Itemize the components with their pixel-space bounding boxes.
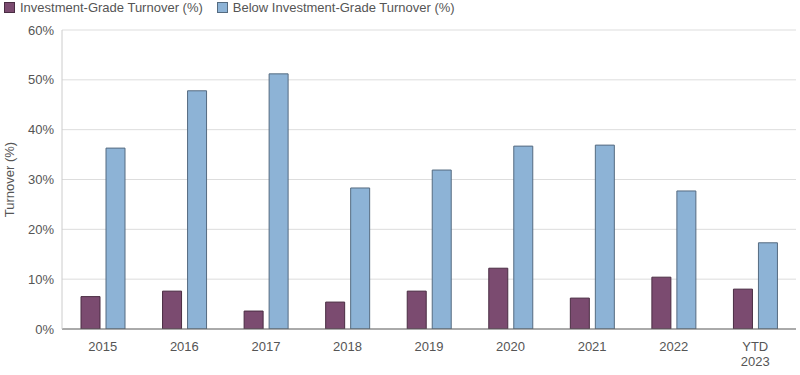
svg-text:50%: 50%	[28, 72, 54, 87]
html-text:Investment-Grade Turnover (%): Investment-Grade Turnover (%)	[20, 0, 203, 15]
svg-text:0%: 0%	[35, 322, 54, 337]
svg-text:2015: 2015	[88, 339, 117, 354]
svg-text:2022: 2022	[659, 339, 688, 354]
svg-text:Turnover (%): Turnover (%)	[8, 142, 17, 217]
svg-text:2020: 2020	[496, 339, 525, 354]
svg-text:30%: 30%	[28, 172, 54, 187]
html-text:Below Investment-Grade Turnove: Below Investment-Grade Turnover (%)	[232, 0, 455, 15]
svg-text:YTD2023: YTD2023	[741, 339, 770, 369]
svg-text:40%: 40%	[28, 122, 54, 137]
svg-text:60%: 60%	[28, 23, 54, 38]
svg-text:2016: 2016	[170, 339, 199, 354]
svg-text:10%: 10%	[28, 272, 54, 287]
svg-text:2017: 2017	[251, 339, 280, 354]
svg-text:20%: 20%	[28, 222, 54, 237]
svg-text:2018: 2018	[333, 339, 362, 354]
svg-text:2021: 2021	[578, 339, 607, 354]
svg-text:2019: 2019	[415, 339, 444, 354]
